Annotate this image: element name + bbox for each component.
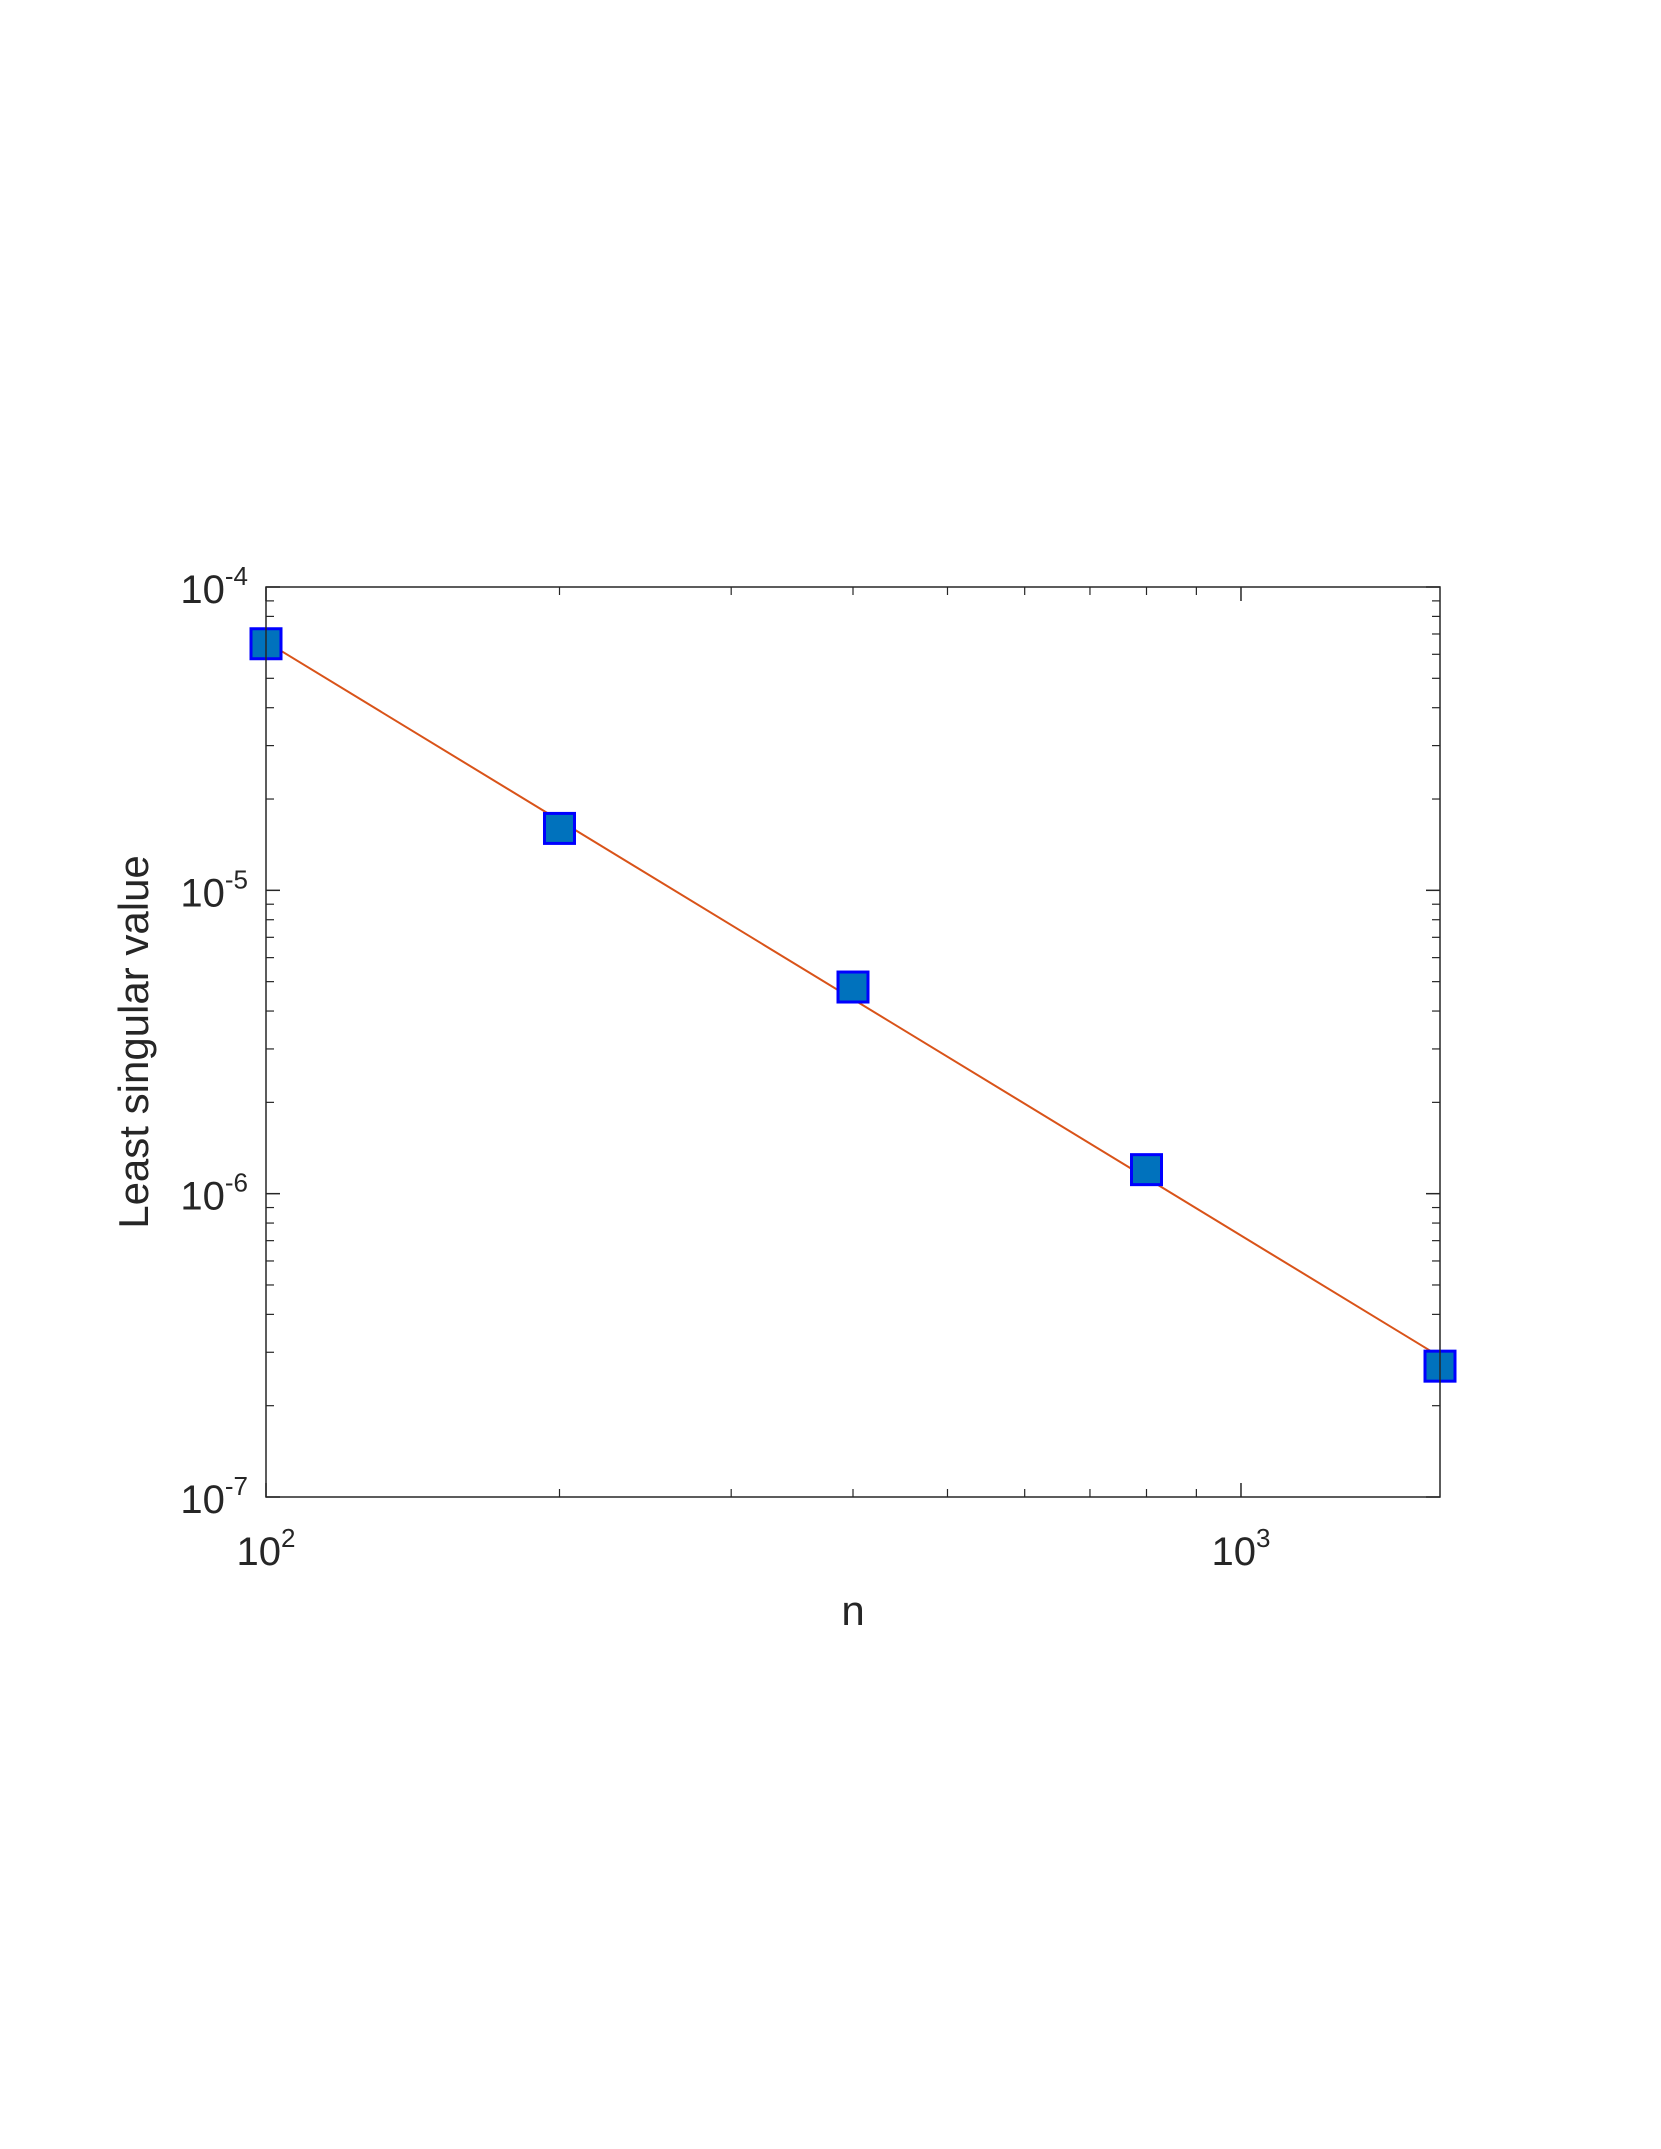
x-axis-label: n [841, 1587, 864, 1634]
axes-box [265, 586, 1441, 1498]
y-tick-label: 10-5 [180, 864, 248, 915]
minor-ticks [266, 587, 1440, 1497]
y-tick-label: 10-6 [180, 1168, 248, 1219]
y-tick-label: 10-4 [180, 561, 248, 612]
x-tick-label: 102 [237, 1523, 296, 1574]
data-point-marker [1130, 1153, 1163, 1187]
y-tick-labels: 10-7 10-6 10-5 10-4 [180, 561, 248, 1522]
plot-area [266, 587, 1440, 1497]
x-tick-label: 103 [1212, 1523, 1271, 1574]
y-tick-label: 10-7 [180, 1471, 248, 1522]
data-point-marker [543, 811, 576, 845]
x-tick-labels: 102 103 [237, 1523, 1271, 1574]
y-axis-label: Least singular value [110, 855, 157, 1229]
data-point-marker [836, 970, 870, 1004]
